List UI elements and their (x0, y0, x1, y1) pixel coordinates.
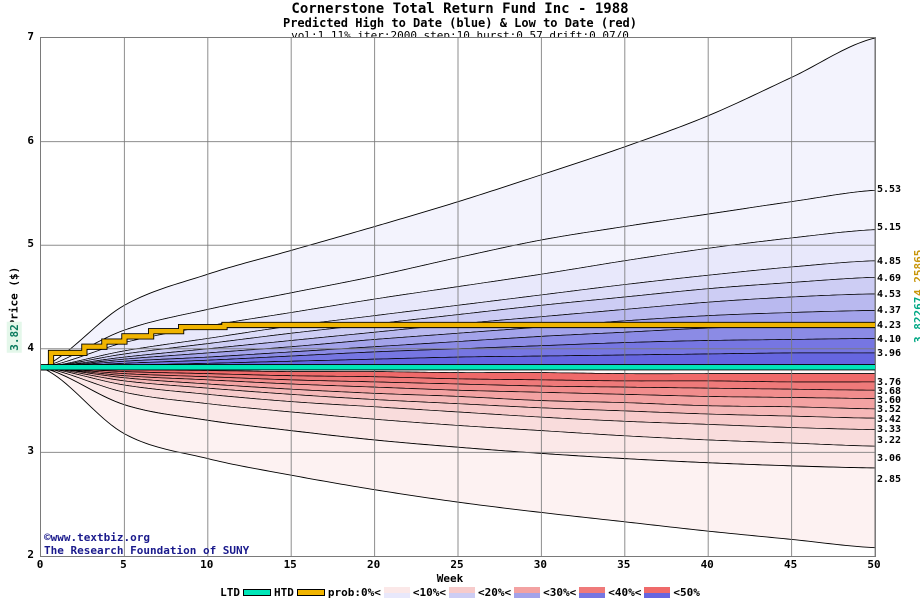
y-tick-7: 7 (27, 30, 34, 43)
page-subtitle: Predicted High to Date (blue) & Low to D… (282, 16, 637, 30)
price-label-4.69: 4.69 (877, 273, 902, 284)
htd-value-badge: 4.25865 (912, 249, 920, 296)
credits-line-2: The Research Foundation of SUNY (44, 544, 250, 557)
legend-band-label-1: <20%< (477, 586, 512, 599)
price-label-3.68: 3.68 (877, 386, 902, 397)
price-label-3.42: 3.42 (877, 414, 902, 425)
price-label-4.85: 4.85 (877, 256, 902, 267)
y-tick-3: 3 (27, 444, 34, 458)
legend-swatch-0 (383, 587, 410, 598)
x-tick-40: 40 (700, 558, 714, 571)
price-label-4.53: 4.53 (877, 289, 902, 300)
x-tick-10: 10 (200, 558, 214, 571)
ltd-line-swatch (243, 589, 271, 596)
price-label-3.33: 3.33 (877, 424, 902, 435)
x-tick-50: 50 (867, 558, 881, 571)
y-tick-5: 5 (27, 237, 34, 251)
price-label-3.96: 3.96 (877, 348, 902, 359)
legend-band-label-0: <10%< (412, 586, 446, 599)
legend-label-ltd: LTD (220, 586, 240, 599)
htd-line-swatch (296, 589, 325, 596)
x-tick-25: 25 (450, 558, 464, 571)
x-tick-15: 15 (283, 558, 297, 571)
price-label-4.10: 4.10 (877, 334, 902, 345)
x-tick-0: 0 (36, 558, 44, 571)
x-tick-45: 45 (783, 558, 798, 571)
legend-swatch-1 (448, 587, 475, 598)
credits-line-1: ©www.textbiz.org (44, 531, 150, 544)
x-tick-5: 5 (120, 558, 127, 571)
legend-swatch-4 (644, 587, 671, 598)
legend-swatch-2 (514, 587, 541, 598)
x-axis-label: Week (436, 572, 464, 585)
legend-band-label-3: <40%< (608, 586, 642, 599)
legend-item-ltd[interactable]: LTD (219, 586, 273, 599)
price-label-4.23: 4.23 (877, 320, 902, 331)
page-title: Cornerstone Total Return Fund Inc - 1988 (291, 1, 629, 17)
price-label-5.53: 5.53 (877, 184, 902, 195)
x-tick-20: 20 (366, 558, 381, 571)
price-label-3.52: 3.52 (877, 404, 902, 415)
chart-plot-area (40, 37, 876, 557)
credits-block: ©www.textbiz.org The Research Foundation… (44, 531, 249, 557)
legend-swatch-3 (579, 587, 606, 598)
x-tick-30: 30 (533, 558, 548, 571)
legend-probability-bands: <10%< <20%< <30%< <40%< <50% (382, 586, 701, 599)
ltd-value-badge: 3.82267 (912, 296, 920, 343)
price-label-3.76: 3.76 (877, 377, 902, 388)
fan-chart-svg (41, 38, 875, 556)
legend-label-prob: prob:0%< (327, 586, 381, 599)
price-label-5.15: 5.15 (877, 222, 902, 233)
legend-label-htd: HTD (274, 586, 294, 599)
price-label-4.37: 4.37 (877, 305, 902, 316)
legend-band-label-2: <30%< (543, 586, 577, 599)
price-label-3.60: 3.60 (877, 395, 902, 406)
chart-legend: LTD HTD prob:0%< <10%< <20%< <30%< <40%< <50… (0, 586, 920, 599)
start-price-badge: 3.82 (6, 322, 22, 353)
legend-band-label-4: <50% (673, 586, 700, 599)
legend-item-htd[interactable]: HTD (273, 586, 327, 599)
price-label-3.06: 3.06 (877, 453, 902, 464)
price-label-3.22: 3.22 (877, 435, 902, 446)
price-label-2.85: 2.85 (877, 474, 902, 485)
y-tick-4: 4 (27, 340, 34, 354)
x-tick-35: 35 (617, 558, 631, 571)
y-tick-6: 6 (27, 133, 34, 147)
y-tick-2: 2 (27, 548, 34, 561)
title-block: Cornerstone Total Return Fund Inc - 1988… (0, 0, 920, 42)
